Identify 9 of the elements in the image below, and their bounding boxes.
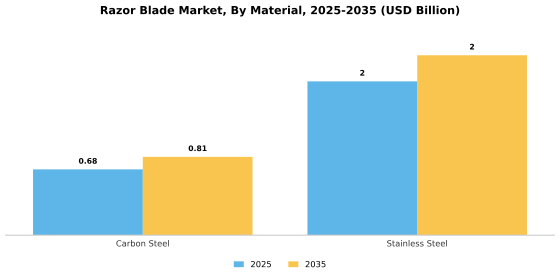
bar xyxy=(307,81,418,236)
bar xyxy=(33,169,143,236)
legend-label: 2035 xyxy=(306,260,326,268)
x-tick-label: Stainless Steel xyxy=(387,240,447,247)
bar xyxy=(417,55,527,236)
legend-label: 2025 xyxy=(251,260,271,268)
bar xyxy=(142,156,253,236)
chart-title: Razor Blade Market, By Material, 2025-2035 (USD Billion) xyxy=(100,6,460,17)
x-tick-label: Carbon Steel xyxy=(116,240,169,247)
